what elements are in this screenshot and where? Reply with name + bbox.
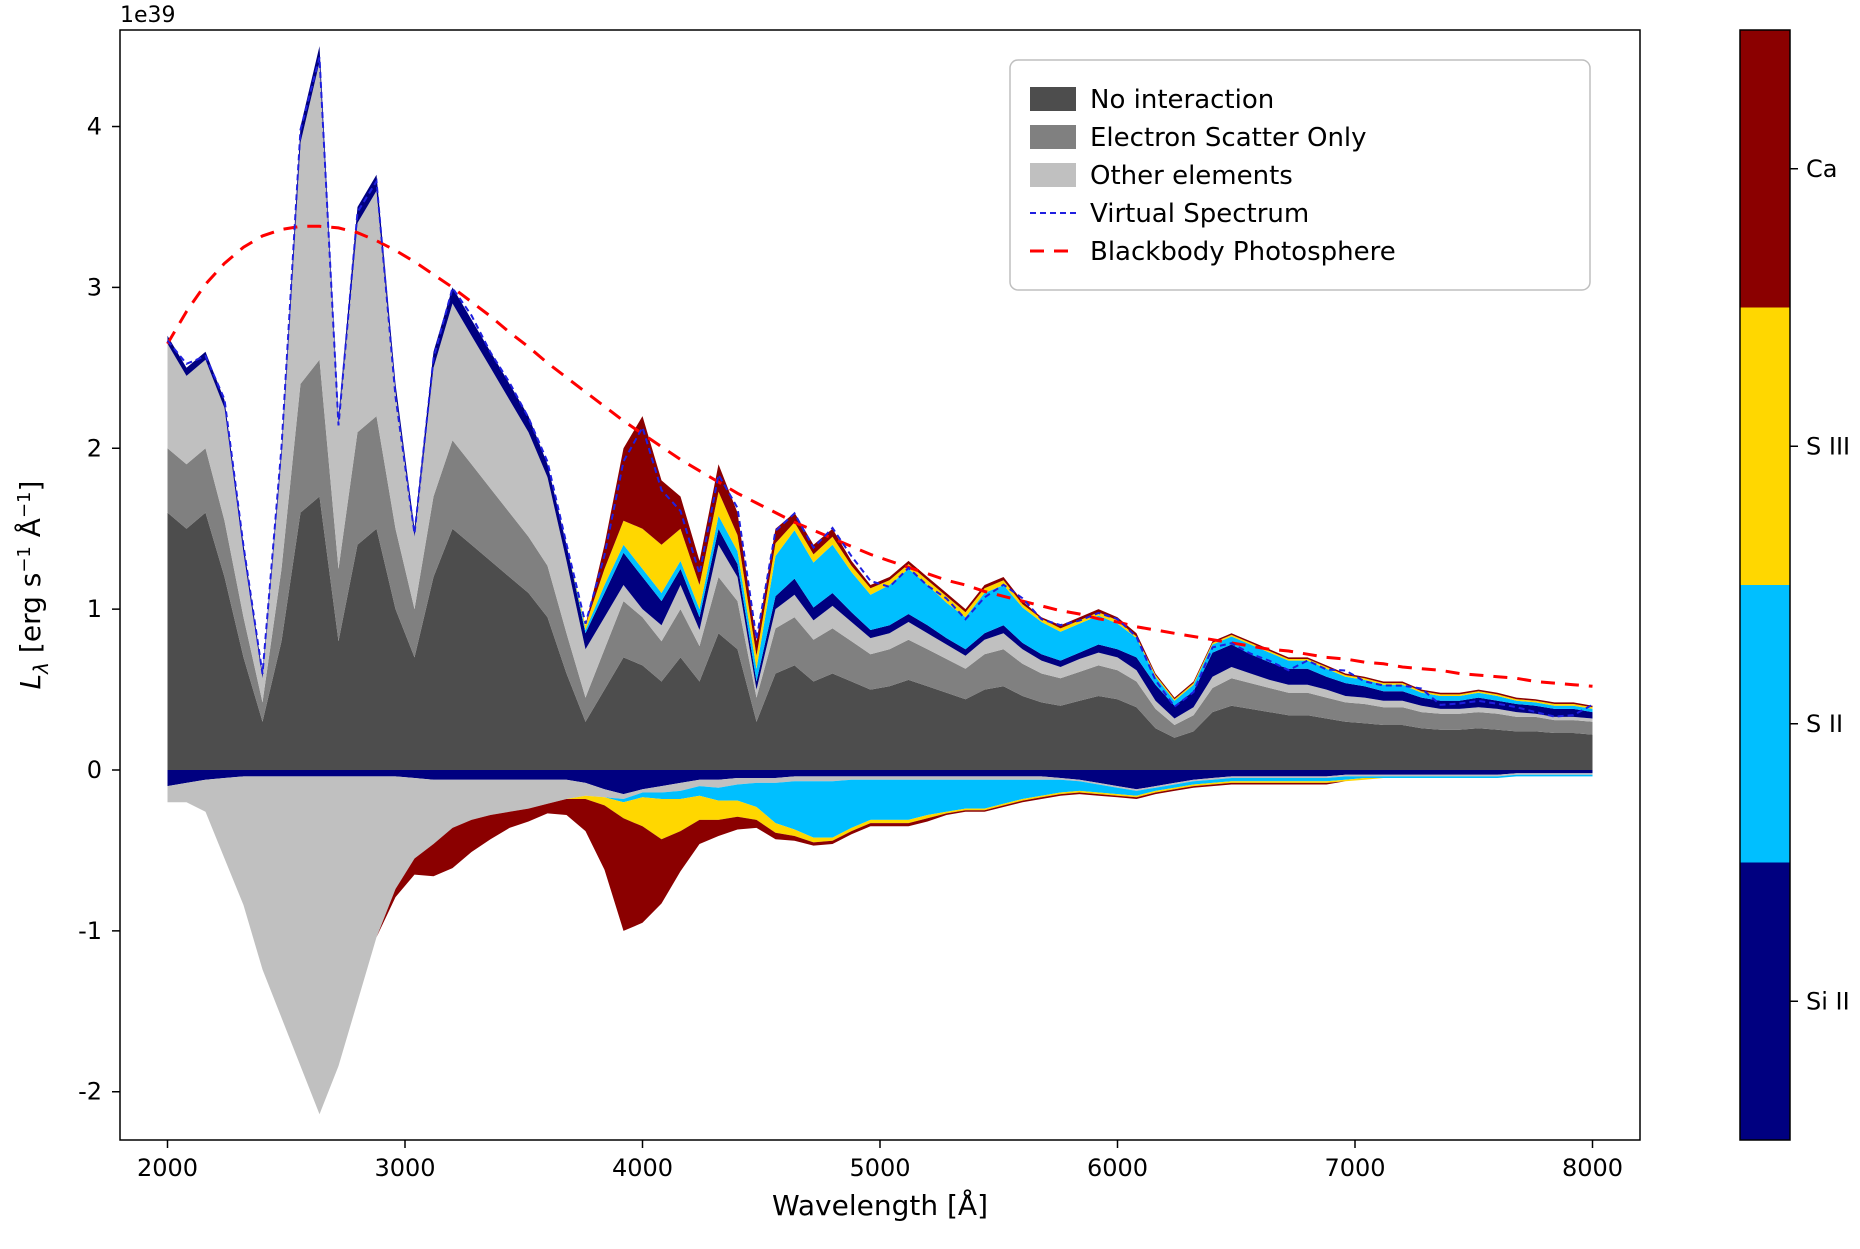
- main-axes: 2000 3000 4000 5000 6000 7000 8000 -2 -1 0 1 2 3 4 No …: [78, 30, 1640, 1182]
- y-tick-label: 1: [87, 595, 102, 623]
- x-tick-label: 5000: [849, 1154, 910, 1182]
- y-tick-label: 3: [87, 273, 102, 301]
- x-tick-label: 6000: [1087, 1154, 1148, 1182]
- legend-swatch: [1030, 87, 1076, 111]
- colorbar-segment: [1740, 30, 1790, 308]
- y-tick-label: -2: [78, 1078, 102, 1106]
- x-tick-label: 2000: [137, 1154, 198, 1182]
- colorbar-tick-label: Ca: [1806, 155, 1837, 183]
- colorbar-segment: [1740, 585, 1790, 863]
- y-tick-label: 0: [87, 756, 102, 784]
- colorbar-tick-label: Si II: [1806, 987, 1850, 1015]
- y-tick-label: -1: [78, 917, 102, 945]
- y-scale-exponent: 1e39: [120, 3, 176, 28]
- x-tick-label: 8000: [1562, 1154, 1623, 1182]
- colorbar-tick-label: S II: [1806, 710, 1843, 738]
- x-tick-label: 4000: [612, 1154, 673, 1182]
- x-tick-label: 3000: [374, 1154, 435, 1182]
- legend-swatch: [1030, 125, 1076, 149]
- figure-svg: 2000 3000 4000 5000 6000 7000 8000 -2 -1 0 1 2 3 4 No …: [0, 0, 1860, 1249]
- colorbar-segment: [1740, 308, 1790, 586]
- colorbar-segment: [1740, 863, 1790, 1141]
- x-tick-label: 7000: [1324, 1154, 1385, 1182]
- legend-label: Other elements: [1090, 161, 1293, 191]
- legend-label: Blackbody Photosphere: [1090, 237, 1396, 267]
- y-tick-label: 2: [87, 434, 102, 462]
- legend-swatch: [1030, 163, 1076, 187]
- colorbar: Si II S II S III Ca: [1740, 30, 1850, 1140]
- legend-label: Virtual Spectrum: [1090, 199, 1309, 229]
- colorbar-tick-label: S III: [1806, 432, 1850, 460]
- x-axis-label: Wavelength [Å]: [772, 1188, 988, 1222]
- legend: No interaction Electron Scatter Only Other…: [1010, 60, 1590, 290]
- legend-label: No interaction: [1090, 85, 1274, 115]
- y-tick-label: 4: [87, 113, 102, 141]
- legend-label: Electron Scatter Only: [1090, 123, 1367, 153]
- figure: 2000 3000 4000 5000 6000 7000 8000 -2 -1 0 1 2 3 4 No …: [0, 0, 1860, 1249]
- y-axis-label: Lλ [erg s−1 Å−1]: [13, 481, 53, 690]
